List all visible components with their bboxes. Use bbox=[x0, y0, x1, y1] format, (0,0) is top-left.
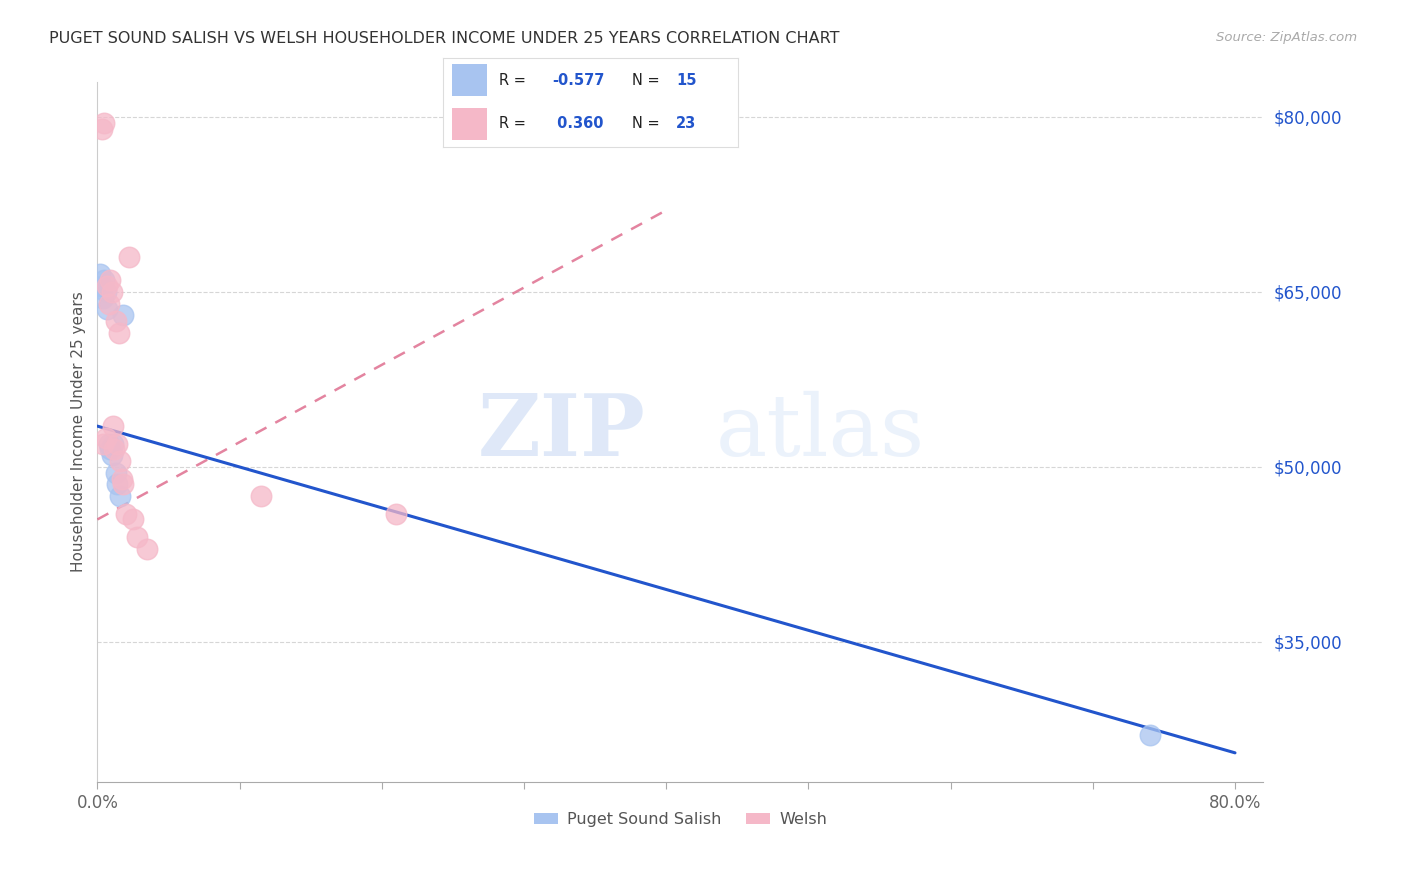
Point bbox=[107, 326, 129, 340]
Point bbox=[100, 448, 122, 462]
Text: 23: 23 bbox=[676, 117, 696, 131]
Text: PUGET SOUND SALISH VS WELSH HOUSEHOLDER INCOME UNDER 25 YEARS CORRELATION CHART: PUGET SOUND SALISH VS WELSH HOUSEHOLDER … bbox=[49, 31, 839, 46]
Point bbox=[94, 431, 117, 445]
Point bbox=[101, 436, 124, 450]
Text: N =: N = bbox=[631, 73, 664, 87]
Legend: Puget Sound Salish, Welsh: Puget Sound Salish, Welsh bbox=[527, 805, 834, 833]
Point bbox=[127, 530, 149, 544]
Point bbox=[97, 296, 120, 310]
Text: ZIP: ZIP bbox=[478, 390, 645, 474]
Point bbox=[250, 489, 273, 503]
Point bbox=[111, 308, 134, 322]
Text: -0.577: -0.577 bbox=[553, 73, 605, 87]
Point bbox=[103, 442, 125, 457]
Point bbox=[96, 302, 118, 317]
Point bbox=[104, 314, 127, 328]
Point bbox=[96, 279, 118, 293]
Text: atlas: atlas bbox=[716, 391, 925, 474]
Text: Source: ZipAtlas.com: Source: ZipAtlas.com bbox=[1216, 31, 1357, 45]
Point bbox=[91, 291, 114, 305]
Point bbox=[90, 121, 112, 136]
Point bbox=[122, 512, 145, 526]
Point bbox=[94, 285, 117, 299]
Point bbox=[105, 436, 128, 450]
Point bbox=[105, 477, 128, 491]
Point bbox=[98, 273, 121, 287]
Point bbox=[1139, 728, 1161, 742]
Point bbox=[100, 285, 122, 299]
Point bbox=[104, 466, 127, 480]
FancyBboxPatch shape bbox=[451, 64, 486, 96]
Point bbox=[110, 472, 132, 486]
Point bbox=[91, 436, 114, 450]
Text: R =: R = bbox=[499, 117, 530, 131]
Point bbox=[111, 477, 134, 491]
Text: R =: R = bbox=[499, 73, 530, 87]
Point bbox=[89, 268, 111, 282]
Point bbox=[136, 541, 159, 556]
Point bbox=[385, 507, 408, 521]
Point bbox=[90, 279, 112, 293]
Point bbox=[98, 442, 121, 457]
Text: 15: 15 bbox=[676, 73, 696, 87]
Point bbox=[97, 436, 120, 450]
Point bbox=[108, 454, 131, 468]
Point bbox=[93, 273, 115, 287]
Point bbox=[108, 489, 131, 503]
Text: 0.360: 0.360 bbox=[553, 117, 603, 131]
Point bbox=[101, 419, 124, 434]
FancyBboxPatch shape bbox=[451, 108, 486, 140]
Text: N =: N = bbox=[631, 117, 664, 131]
Point bbox=[117, 250, 139, 264]
Point bbox=[114, 507, 136, 521]
Y-axis label: Householder Income Under 25 years: Householder Income Under 25 years bbox=[72, 292, 86, 573]
Point bbox=[93, 116, 115, 130]
